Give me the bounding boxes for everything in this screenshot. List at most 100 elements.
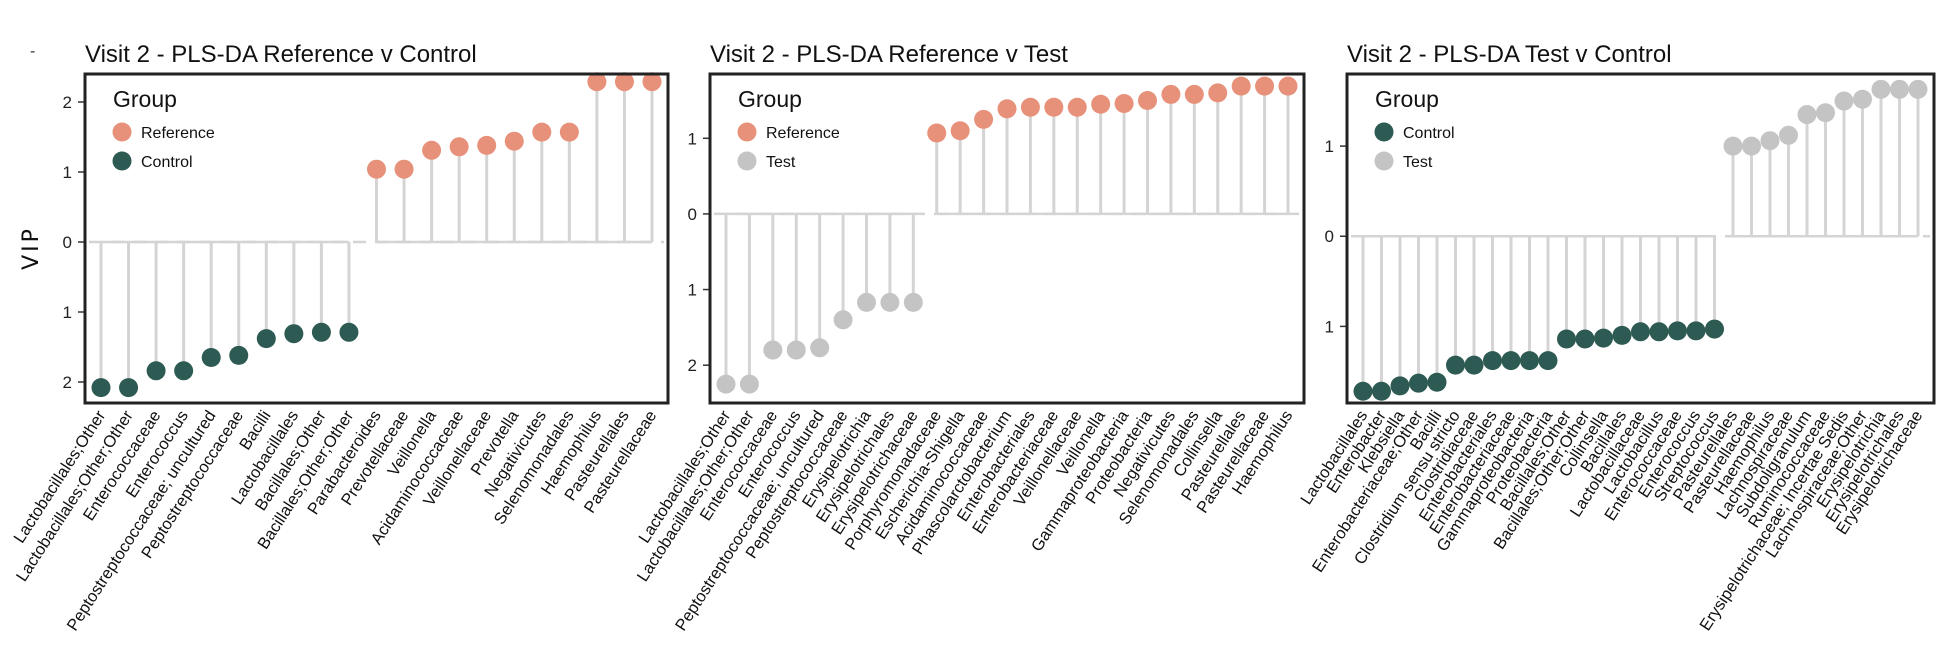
y-tick-label: 1 bbox=[688, 129, 697, 148]
point-marker bbox=[1520, 351, 1539, 371]
y-tick-label: 1 bbox=[1325, 137, 1334, 156]
legend-swatch bbox=[1374, 122, 1394, 142]
point-marker bbox=[1890, 79, 1909, 99]
point-marker bbox=[1686, 321, 1706, 341]
point-marker bbox=[146, 361, 166, 381]
point-marker bbox=[1091, 94, 1111, 114]
point-marker bbox=[1760, 131, 1780, 151]
point-marker bbox=[1067, 97, 1087, 117]
point-marker bbox=[1908, 79, 1928, 99]
point-marker bbox=[1372, 381, 1391, 401]
point-marker bbox=[1594, 328, 1613, 348]
point-marker bbox=[1538, 351, 1558, 371]
point-marker bbox=[1427, 372, 1447, 392]
y-tick-label: 1 bbox=[63, 303, 72, 322]
point-marker bbox=[394, 159, 414, 179]
point-marker bbox=[1742, 136, 1761, 156]
point-marker bbox=[367, 159, 386, 179]
legend: Group Control Test bbox=[1374, 86, 1455, 171]
legend-entry: Control bbox=[141, 154, 193, 171]
chart-title: Visit 2 - PLS-DA Reference v Control bbox=[85, 41, 477, 68]
legend-swatch bbox=[737, 151, 757, 171]
point-marker bbox=[174, 361, 194, 381]
point-marker bbox=[1114, 93, 1134, 113]
chart-title: Visit 2 - PLS-DA Reference v Test bbox=[710, 41, 1068, 68]
point-marker bbox=[763, 340, 783, 360]
point-marker bbox=[1278, 76, 1298, 96]
point-marker bbox=[1255, 76, 1275, 96]
legend-entry: Test bbox=[1403, 154, 1433, 171]
point-marker bbox=[1446, 355, 1465, 375]
point-marker bbox=[587, 72, 607, 92]
legend: Group Reference Test bbox=[737, 86, 840, 171]
point-marker bbox=[477, 135, 497, 155]
point-marker bbox=[1649, 322, 1669, 342]
point-marker bbox=[1705, 319, 1724, 339]
point-marker bbox=[1612, 325, 1632, 345]
panel-3: Visit 2 - PLS-DA Test v Control101Lactob… bbox=[1297, 41, 1936, 634]
point-marker bbox=[1020, 97, 1040, 117]
point-marker bbox=[1161, 84, 1181, 104]
point-marker bbox=[880, 292, 900, 312]
point-marker bbox=[311, 322, 331, 342]
point-marker bbox=[1483, 351, 1502, 371]
point-marker bbox=[974, 109, 994, 129]
legend-title: Group bbox=[738, 86, 802, 112]
legend-swatch bbox=[737, 122, 757, 142]
point-marker bbox=[339, 322, 359, 342]
y-tick-label: 0 bbox=[63, 233, 72, 252]
point-marker bbox=[1723, 136, 1743, 156]
legend-title: Group bbox=[113, 86, 177, 112]
panels: Visit 2 - PLS-DA Reference v Control 2 1 0 1… bbox=[10, 41, 1936, 634]
point-marker bbox=[810, 338, 830, 358]
legend-swatch bbox=[1374, 151, 1394, 171]
plot-frame bbox=[708, 72, 1306, 405]
y-axis-label: VIP bbox=[19, 226, 44, 270]
point-marker bbox=[1044, 97, 1064, 117]
legend-swatch bbox=[112, 122, 132, 142]
point-marker bbox=[91, 378, 111, 398]
point-marker bbox=[201, 348, 221, 367]
point-marker bbox=[1390, 376, 1410, 396]
point-marker bbox=[950, 121, 970, 141]
point-marker bbox=[1557, 329, 1576, 349]
y-tick-label: 0 bbox=[688, 205, 697, 224]
point-marker bbox=[559, 122, 579, 142]
category-label: Lactobacillales;Other;Other bbox=[634, 407, 758, 585]
legend-entry: Test bbox=[766, 154, 796, 171]
y-tick-label: 1 bbox=[63, 163, 72, 182]
legend-entry: Reference bbox=[766, 125, 840, 142]
point-marker bbox=[1501, 351, 1521, 371]
y-tick-label: 2 bbox=[688, 356, 697, 375]
chart-title: Visit 2 - PLS-DA Test v Control bbox=[1347, 41, 1672, 68]
point-marker bbox=[642, 72, 662, 92]
point-marker bbox=[256, 329, 276, 349]
point-marker bbox=[119, 378, 139, 398]
point-marker bbox=[997, 99, 1017, 119]
point-marker bbox=[1231, 76, 1251, 96]
legend-entry: Control bbox=[1403, 125, 1455, 142]
point-marker bbox=[927, 123, 947, 143]
point-marker bbox=[422, 140, 442, 160]
point-marker bbox=[229, 345, 249, 365]
plot-frame bbox=[83, 72, 670, 405]
plot-frame bbox=[1345, 72, 1936, 405]
panel-1: Visit 2 - PLS-DA Reference v Control 2 1 0 1… bbox=[10, 41, 670, 634]
point-marker bbox=[504, 131, 524, 151]
legend: Group Reference Control bbox=[112, 86, 215, 171]
point-marker bbox=[716, 374, 736, 394]
point-marker bbox=[1834, 91, 1854, 111]
y-tick-label: 2 bbox=[63, 93, 72, 112]
point-marker bbox=[857, 292, 876, 312]
point-marker bbox=[1631, 322, 1650, 342]
point-marker bbox=[284, 324, 304, 344]
legend-title: Group bbox=[1375, 86, 1439, 112]
point-marker bbox=[1138, 90, 1157, 110]
point-marker bbox=[1184, 84, 1204, 104]
point-marker bbox=[449, 137, 469, 157]
point-marker bbox=[1353, 381, 1373, 401]
point-marker bbox=[786, 340, 806, 360]
point-marker bbox=[1797, 105, 1817, 125]
point-marker bbox=[1464, 355, 1484, 375]
